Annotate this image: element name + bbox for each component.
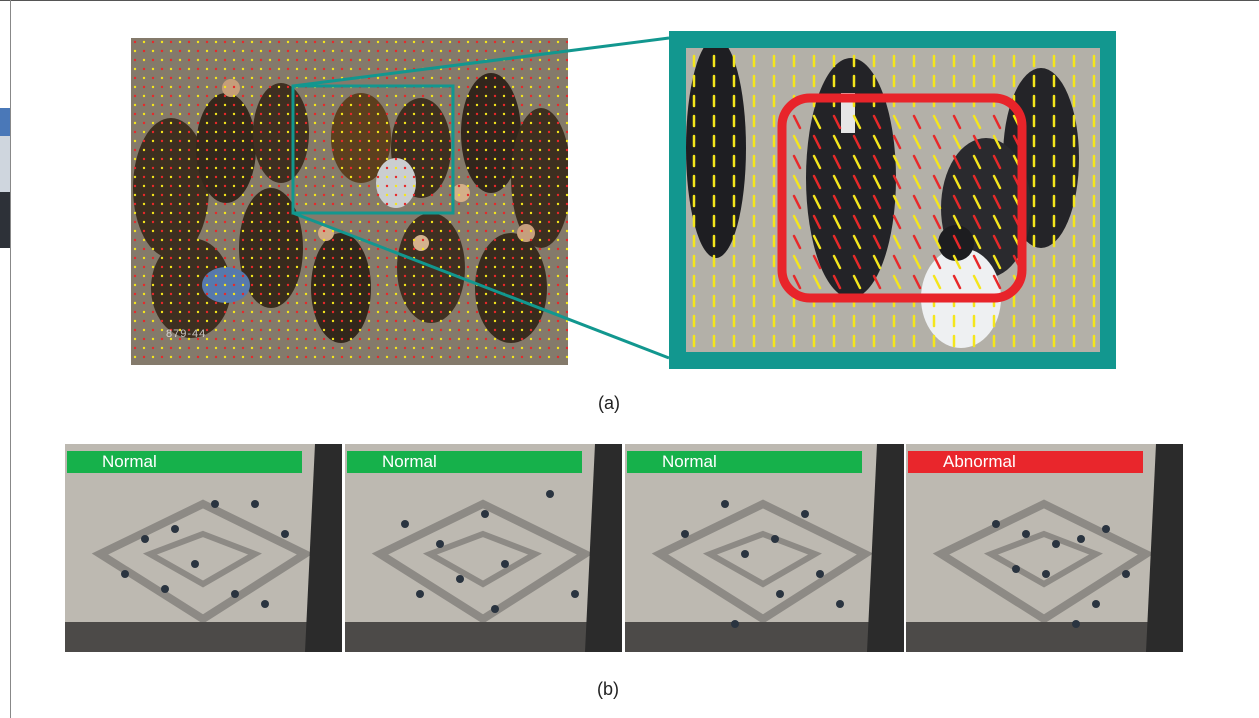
plaza-scene-1 <box>65 444 342 652</box>
adjacent-image-sliver <box>0 108 10 248</box>
plaza-scene-4 <box>906 444 1183 652</box>
zoom-region-box <box>291 84 455 215</box>
frame-1: Normal <box>65 444 342 652</box>
page-border-left <box>10 0 11 718</box>
camera-id-stamp: 879-44 <box>166 328 207 340</box>
plaza-scene-3 <box>625 444 904 652</box>
status-label: Abnormal <box>908 451 1143 473</box>
crowd-silhouettes <box>133 73 568 343</box>
page-border-top <box>0 0 1259 1</box>
status-label: Normal <box>347 451 582 473</box>
anomaly-highlight-box <box>777 93 1027 303</box>
frame-4: Abnormal <box>906 444 1183 652</box>
caption-a: (a) <box>598 393 620 413</box>
status-label: Normal <box>67 451 302 473</box>
crowd-optical-flow-image <box>131 38 568 365</box>
frame-2: Normal <box>345 444 622 652</box>
frame-3: Normal <box>625 444 904 652</box>
caption-b: (b) <box>597 679 619 699</box>
status-label: Normal <box>627 451 862 473</box>
plaza-scene-2 <box>345 444 622 652</box>
flow-vectors-field <box>133 40 568 359</box>
zoomed-flow-image <box>686 48 1100 352</box>
